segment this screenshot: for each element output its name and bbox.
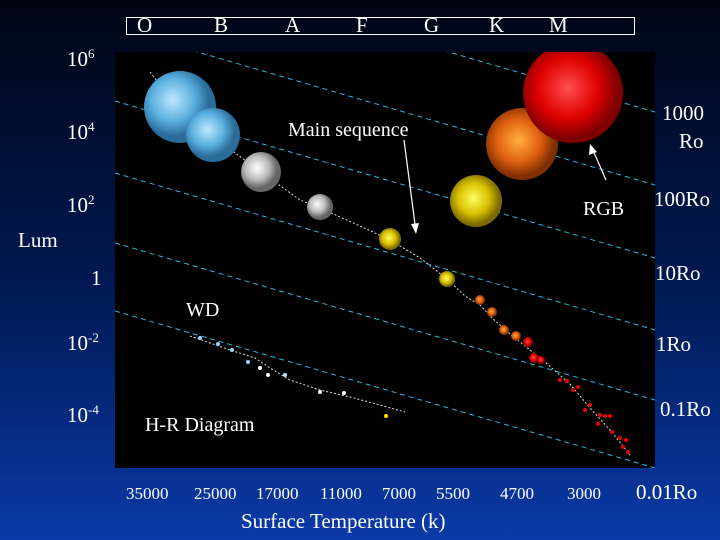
star-dot (626, 450, 630, 454)
star (439, 271, 455, 287)
star (186, 108, 240, 162)
temp-tick: 7000 (382, 484, 416, 503)
star (450, 175, 502, 227)
star-dot (318, 390, 322, 394)
x-axis-label: Surface Temperature (k) (241, 509, 446, 533)
star (241, 152, 281, 192)
star-dot (384, 414, 388, 418)
star-dot (266, 373, 270, 377)
lum-tick: 104 (67, 119, 95, 144)
star (307, 194, 333, 220)
star-dot (588, 403, 592, 407)
star-dot (571, 388, 575, 392)
star-dot (583, 408, 587, 412)
main-sequence-arrow (403, 139, 417, 233)
white-dwarf-track (189, 335, 406, 413)
star (511, 331, 521, 341)
star (475, 295, 485, 305)
star-dot (283, 373, 287, 377)
spectral-class: B (214, 13, 229, 37)
temp-tick: 35000 (126, 484, 169, 503)
spectral-class: F (356, 13, 368, 37)
lum-tick: 1 (91, 266, 102, 290)
star (537, 356, 545, 364)
star-dot (198, 336, 202, 340)
main-sequence-label: Main sequence (288, 119, 409, 141)
star-dot (624, 438, 628, 442)
star (523, 337, 533, 347)
radius-label: 100Ro (654, 187, 711, 211)
temp-tick: 11000 (320, 484, 362, 503)
radius-line (115, 242, 655, 401)
star-dot (603, 414, 607, 418)
star-dot (618, 436, 622, 440)
spectral-class: K (489, 13, 505, 37)
temp-tick: 17000 (256, 484, 299, 503)
radius-line (195, 52, 655, 186)
radius-line (115, 310, 655, 468)
star-dot (565, 379, 569, 383)
temp-tick: 4700 (500, 484, 534, 503)
spectral-class: O (137, 13, 153, 37)
star-dot (558, 378, 562, 382)
lum-tick: 10-2 (67, 330, 99, 355)
temp-tick: 25000 (194, 484, 237, 503)
star (487, 307, 497, 317)
star (499, 325, 509, 335)
star (529, 353, 539, 363)
diagram-title: H-R Diagram (145, 414, 255, 436)
star-dot (621, 445, 625, 449)
temp-tick: 5500 (436, 484, 470, 503)
star-dot (230, 348, 234, 352)
lum-tick: 102 (67, 192, 95, 217)
star-dot (596, 422, 600, 426)
spectral-class: M (549, 13, 568, 37)
star-dot (246, 360, 250, 364)
radius-label: 10Ro (655, 261, 701, 285)
star-dot (576, 385, 580, 389)
radius-line (115, 172, 655, 331)
star (379, 228, 401, 250)
spectral-class: A (285, 13, 301, 37)
radius-label: 1Ro (656, 332, 692, 356)
temp-tick: 3000 (567, 484, 601, 503)
radius-label: 1000 (662, 101, 704, 125)
star-dot (216, 342, 220, 346)
star-dot (598, 413, 602, 417)
star-dot (342, 391, 346, 395)
lum-tick: 10-4 (67, 402, 99, 427)
rgb-arrow (591, 147, 607, 181)
lum-tick: 106 (67, 46, 95, 71)
radius-label: Ro (679, 129, 704, 153)
rgb-label: RGB (583, 198, 625, 220)
spectral-class: G (424, 13, 440, 37)
spectral-class-bar: O B A F G K M (126, 13, 635, 37)
lum-axis-label: Lum (18, 228, 58, 252)
radius-label: 0.01Ro (636, 480, 698, 504)
star (523, 52, 623, 143)
wd-label: WD (186, 299, 220, 321)
star-dot (258, 366, 262, 370)
star-dot (608, 414, 612, 418)
star-dot (610, 430, 614, 434)
radius-label: 0.1Ro (660, 397, 711, 421)
